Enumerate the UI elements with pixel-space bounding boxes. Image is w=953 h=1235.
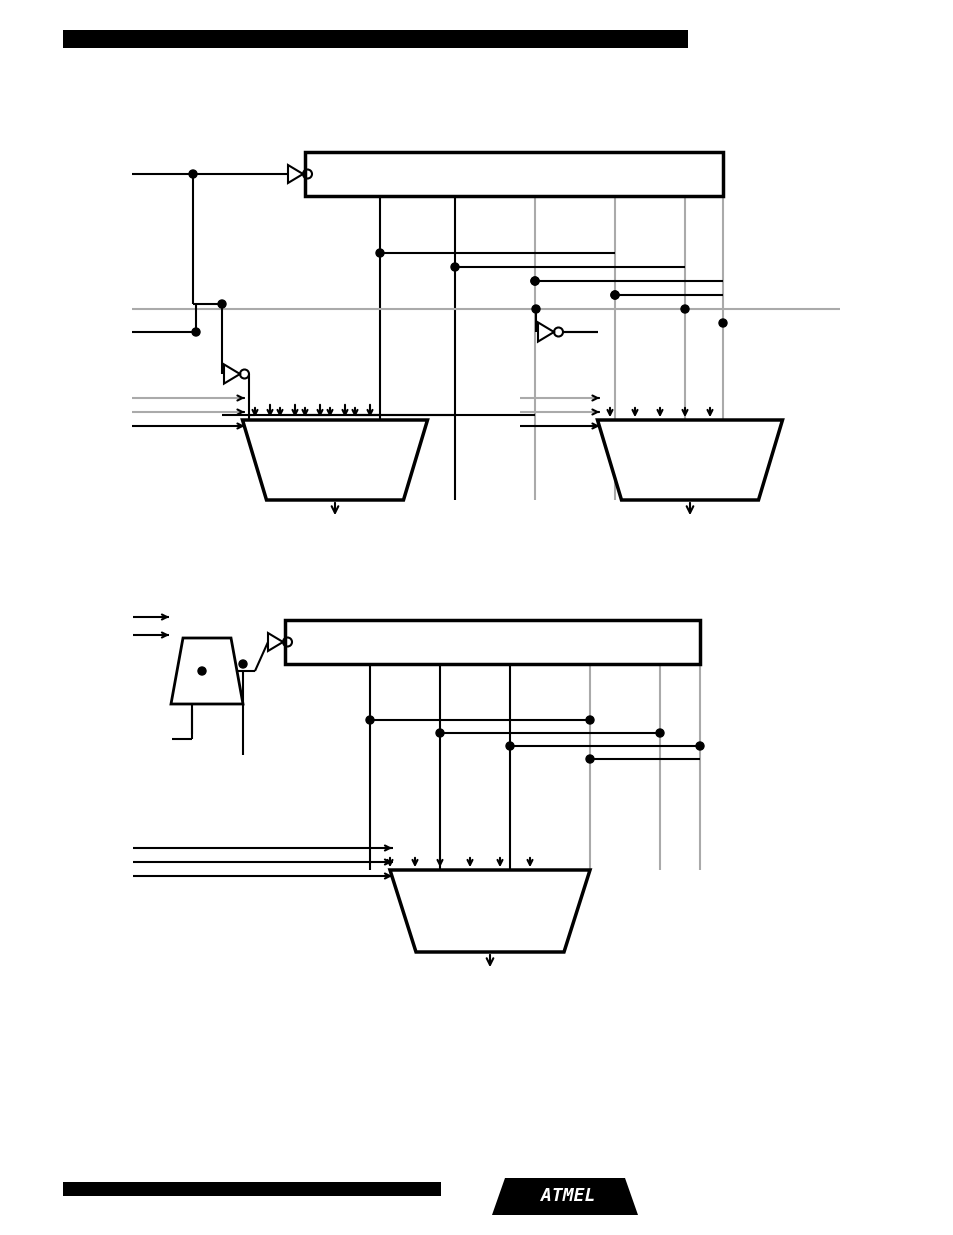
Circle shape bbox=[505, 742, 514, 750]
Circle shape bbox=[239, 659, 247, 668]
Polygon shape bbox=[597, 420, 781, 500]
Circle shape bbox=[189, 170, 196, 178]
Circle shape bbox=[192, 329, 200, 336]
Circle shape bbox=[680, 305, 688, 312]
Circle shape bbox=[610, 291, 618, 299]
Circle shape bbox=[451, 263, 458, 270]
Circle shape bbox=[532, 305, 539, 312]
Polygon shape bbox=[224, 364, 240, 384]
Bar bbox=[285, 620, 700, 664]
Circle shape bbox=[531, 277, 538, 285]
Polygon shape bbox=[171, 638, 243, 704]
Polygon shape bbox=[242, 420, 427, 500]
Circle shape bbox=[436, 729, 443, 737]
Circle shape bbox=[656, 729, 663, 737]
Bar bbox=[63, 30, 687, 48]
Circle shape bbox=[719, 319, 726, 327]
Circle shape bbox=[531, 277, 538, 285]
Text: ATMEL: ATMEL bbox=[540, 1187, 595, 1205]
Circle shape bbox=[375, 249, 384, 257]
Bar bbox=[63, 1182, 440, 1195]
Circle shape bbox=[366, 716, 374, 724]
Polygon shape bbox=[390, 869, 589, 952]
Polygon shape bbox=[268, 634, 283, 651]
Bar bbox=[305, 152, 722, 196]
Circle shape bbox=[610, 291, 618, 299]
Polygon shape bbox=[492, 1178, 638, 1215]
Circle shape bbox=[585, 755, 594, 763]
Circle shape bbox=[696, 742, 703, 750]
Circle shape bbox=[585, 716, 594, 724]
Polygon shape bbox=[288, 165, 303, 183]
Circle shape bbox=[198, 667, 206, 676]
Circle shape bbox=[218, 300, 226, 308]
Polygon shape bbox=[537, 322, 554, 342]
